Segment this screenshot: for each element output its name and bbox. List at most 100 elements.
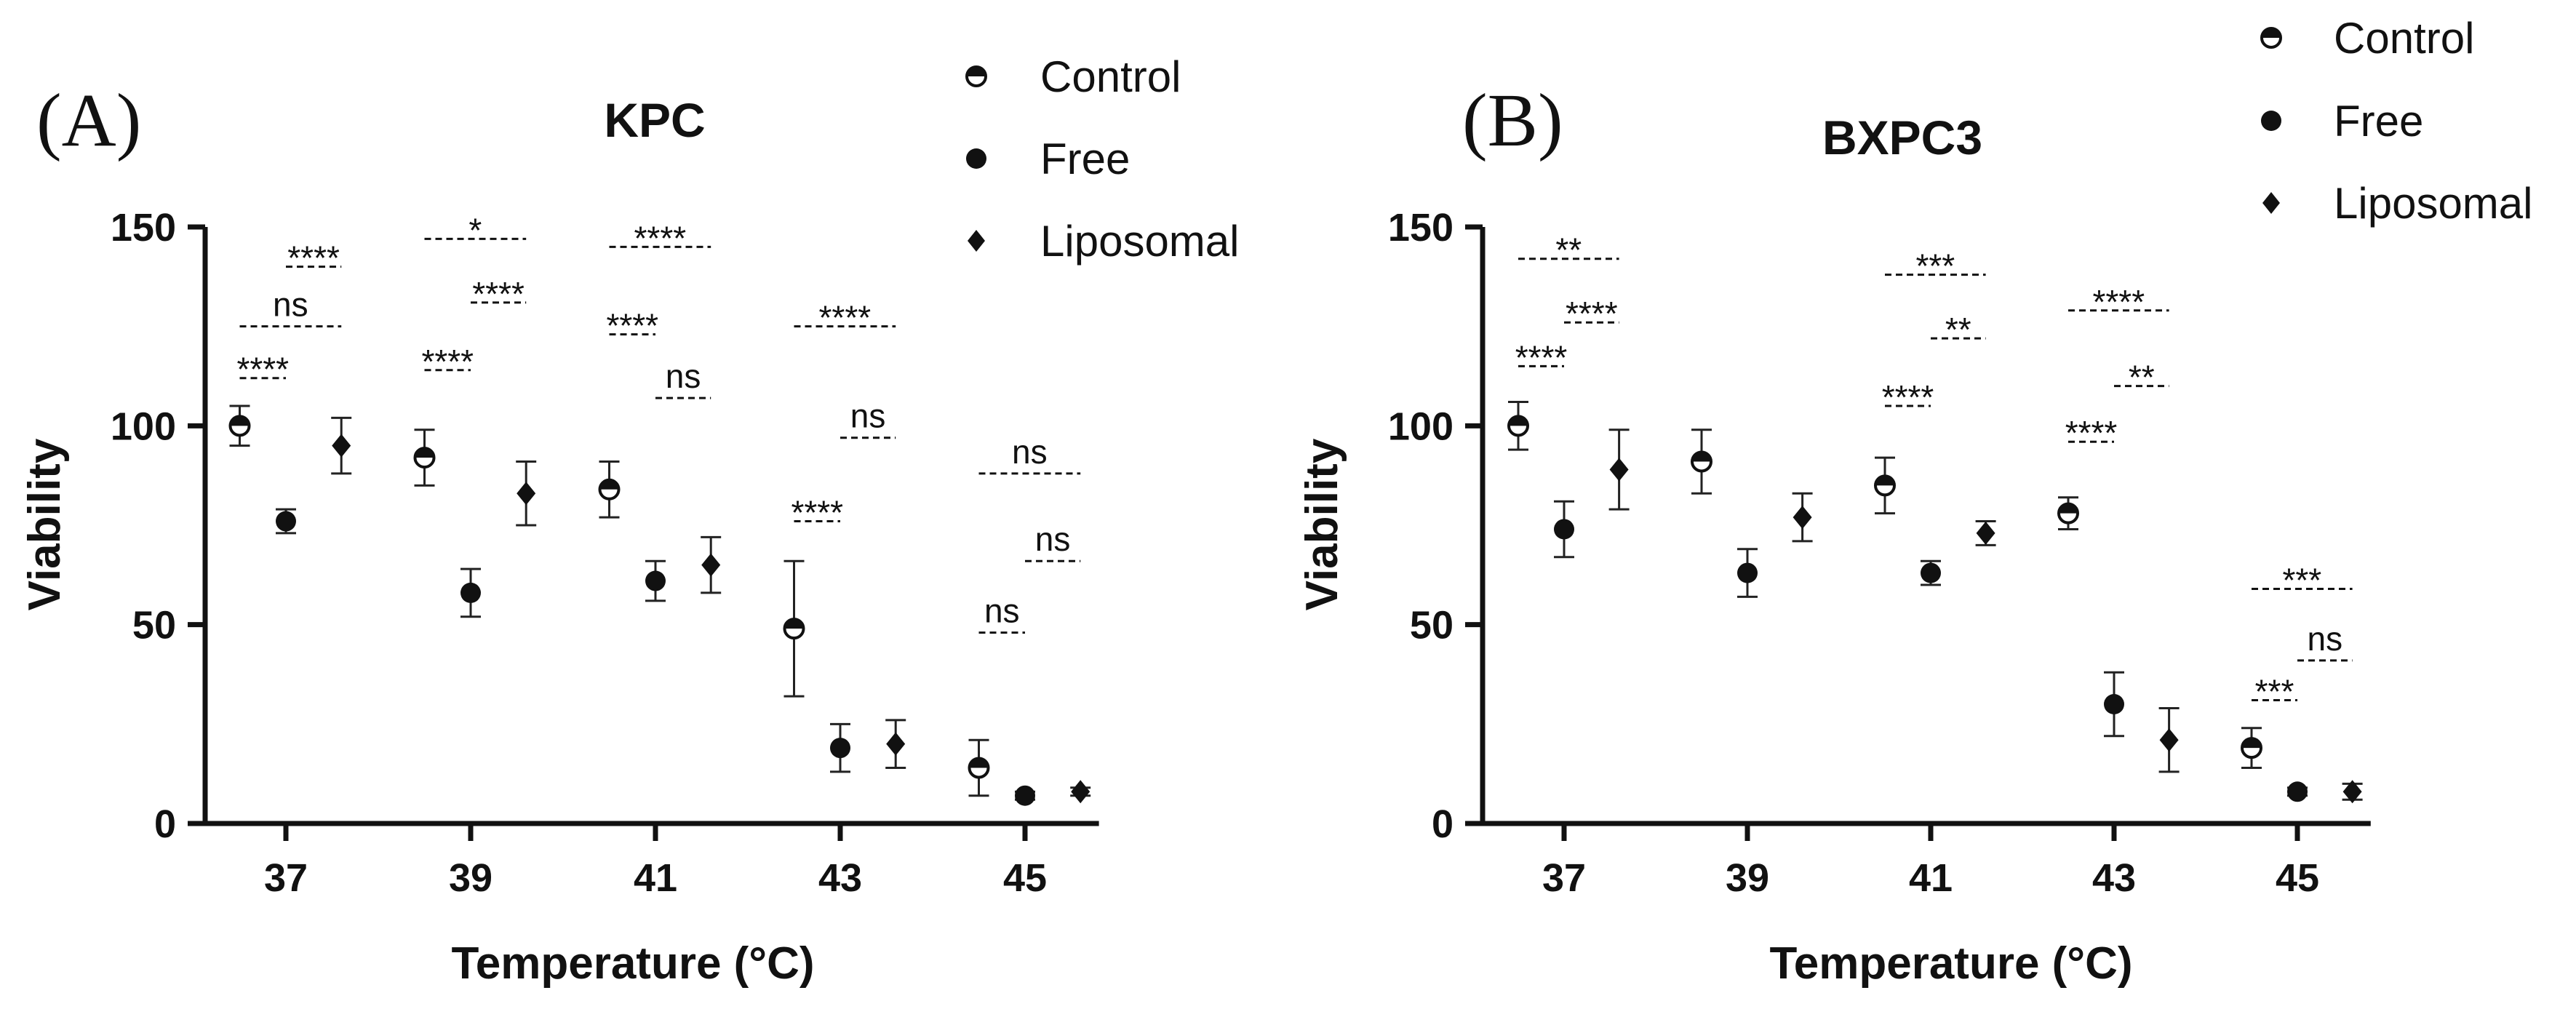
panel-b-label: (B) [1462, 79, 1563, 162]
panel-b-y-tick-label: 150 [1388, 206, 1454, 250]
panel-a-point-control [968, 757, 990, 779]
panel-b-sig-label: **** [2065, 414, 2118, 452]
legend-a-control-marker [965, 65, 987, 87]
panel-b-x-tick-label: 45 [2276, 856, 2319, 900]
panel-a-point-free [645, 570, 666, 591]
panel-a-sig-label: **** [287, 239, 340, 277]
panel-a-sig-label: **** [634, 219, 687, 257]
panel-b-axes: 0 50 100 150 37 39 41 43 45 [1388, 206, 2371, 900]
panel-b-point-control [1874, 474, 1896, 497]
panel-a-xlabel: Temperature (°C) [451, 938, 814, 989]
panel-b-x-tick-label: 41 [1909, 856, 1953, 900]
panel-b-sig-label: ** [1555, 231, 1582, 269]
panel-a: (A) KPC Viability Temperature (°C) 0 50 10… [20, 79, 1099, 989]
panel-a-point-free [460, 582, 481, 603]
panel-b-ylabel: Viability [1297, 438, 1347, 610]
panel-b-sig-label: ** [2129, 359, 2155, 396]
panel-b-y-tick-label: 50 [1410, 604, 1454, 647]
panel-b-point-control [2057, 502, 2079, 525]
panel-b-sig-label: **** [1882, 378, 1934, 416]
panel-b-y-tick-label: 100 [1388, 404, 1454, 448]
panel-b-sig-label: **** [2092, 283, 2145, 321]
panel-b-point-free [1554, 519, 1574, 540]
panel-a-sig-label: ns [273, 286, 308, 324]
legend-b-label-control: Control [2334, 14, 2474, 63]
panel-b-point-free [1737, 562, 1758, 583]
panel-a-y-tick-label: 0 [154, 802, 176, 846]
panel-b-point-liposomal [1976, 521, 1995, 545]
panel-a-y-tick-label: 50 [132, 604, 176, 647]
legend-a-free-marker [966, 148, 986, 169]
panel-a-sig-label: ns [666, 357, 701, 395]
legend-b-free-marker [2261, 111, 2281, 131]
panel-a-axes: 0 50 100 150 37 39 41 43 45 [111, 206, 1099, 900]
legend-b-label-liposomal: Liposomal [2334, 179, 2533, 228]
panel-b-point-free [2287, 781, 2308, 802]
panel-a-sig-label: **** [606, 307, 658, 345]
panel-a-point-liposomal [1071, 780, 1090, 804]
panel-b-y-tick-label: 0 [1432, 802, 1454, 846]
panel-a-points [228, 404, 1091, 806]
panel-a-sig-label: **** [472, 275, 525, 313]
panel-b-x-tick-label: 37 [1542, 856, 1586, 900]
panel-b-point-control [1691, 450, 1712, 473]
panel-b-point-control [1507, 415, 1529, 437]
panel-a-point-free [276, 511, 296, 532]
legend-b-item-control: Control [2260, 14, 2474, 63]
panel-b-point-liposomal [2159, 728, 2179, 752]
panel-b-significance: ********************************ns*** [1515, 231, 2353, 711]
panel-b-sig-label: **** [1566, 295, 1618, 332]
panel-b-x-tick-label: 43 [2092, 856, 2136, 900]
legend-b-label-free: Free [2334, 97, 2423, 145]
legend-b-item-liposomal: Liposomal [2262, 179, 2533, 228]
panel-a-point-control [783, 618, 805, 640]
panel-a-point-control [413, 447, 436, 469]
panel-a-point-control [598, 478, 621, 500]
panel-b-x-tick-label: 39 [1726, 856, 1769, 900]
panel-b-point-control [2241, 737, 2262, 759]
panel-a-sig-label: **** [819, 299, 872, 337]
panel-a-sig-label: **** [791, 494, 843, 532]
panel-a-x-tick-label: 39 [449, 856, 493, 900]
panel-a-point-free [1015, 785, 1035, 806]
legend-a-item-liposomal: Liposomal [968, 217, 1240, 266]
panel-a-y-tick-label: 150 [111, 206, 176, 250]
panel-a-sig-label: * [468, 211, 482, 249]
panel-b-point-free [1921, 562, 1941, 583]
legend-b-control-marker [2260, 27, 2282, 49]
panel-a-sig-label: **** [236, 351, 289, 388]
legend-a-item-control: Control [965, 52, 1181, 101]
legend-b: Control Free Liposomal [2260, 14, 2533, 228]
panel-b-point-liposomal [2342, 780, 2362, 804]
panel-b-sig-label: *** [2282, 561, 2321, 599]
panel-a-x-tick-label: 45 [1003, 856, 1047, 900]
panel-a-sig-label: ns [850, 397, 886, 435]
panel-a-y-tick-label: 100 [111, 404, 176, 448]
panel-b-point-liposomal [1793, 506, 1812, 530]
panel-b-title: BXPC3 [1822, 111, 1982, 164]
panel-b-sig-label: *** [2255, 673, 2294, 711]
legend-a-label-liposomal: Liposomal [1040, 217, 1240, 266]
panel-a-label: (A) [36, 79, 141, 162]
legend-a-label-control: Control [1040, 52, 1181, 101]
panel-a-significance: ****ns*****************ns********ns****n… [236, 211, 1081, 634]
panel-a-sig-label: ns [1012, 433, 1048, 471]
panel-a-title: KPC [604, 93, 705, 147]
panel-b-point-liposomal [1609, 458, 1629, 482]
panel-a-point-liposomal [517, 482, 536, 506]
legend-a: Control Free Liposomal [965, 52, 1240, 266]
panel-b-sig-label: ns [2308, 620, 2343, 658]
legend-a-liposomal-marker [968, 230, 985, 252]
legend-a-item-free: Free [966, 135, 1130, 183]
panel-a-ylabel: Viability [20, 438, 70, 610]
panel-a-sig-label: ns [984, 592, 1020, 630]
panel-b-sig-label: ** [1945, 311, 1971, 348]
panel-a-point-liposomal [332, 434, 351, 458]
panel-a-x-tick-label: 43 [818, 856, 862, 900]
panel-a-x-tick-label: 37 [264, 856, 308, 900]
panel-a-point-control [228, 415, 251, 437]
legend-b-item-free: Free [2261, 97, 2423, 145]
panel-b-points [1507, 401, 2363, 804]
panel-a-sig-label: ns [1035, 520, 1071, 558]
